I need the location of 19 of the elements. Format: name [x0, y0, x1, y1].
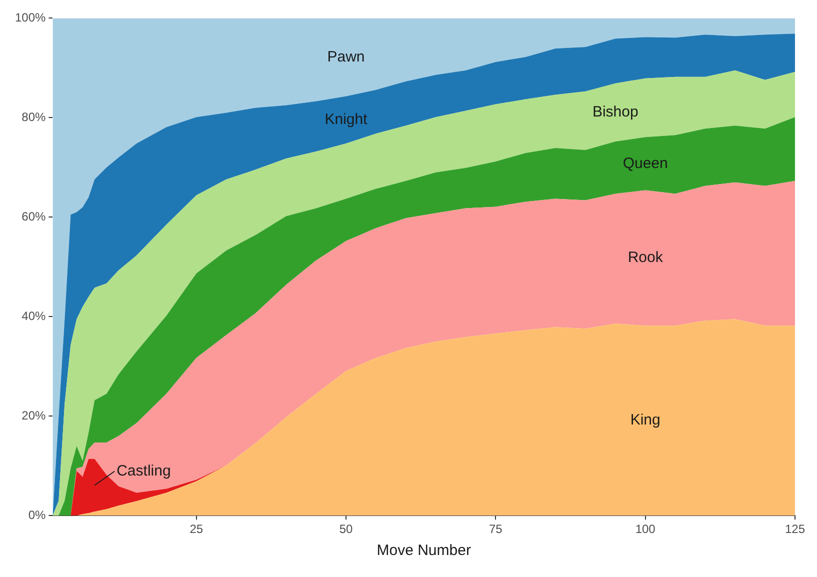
series-label: Bishop: [592, 104, 638, 121]
x-axis-title: Move Number: [376, 542, 471, 560]
y-tick-label: 40%: [22, 308, 46, 323]
x-tick-label: 125: [784, 522, 806, 536]
y-tick-label: 60%: [22, 209, 46, 224]
x-tick-label: 75: [488, 522, 503, 536]
series-label: Knight: [324, 111, 368, 128]
y-tick-label: 0%: [28, 508, 46, 522]
series-label: King: [630, 412, 660, 429]
series-label: Pawn: [327, 48, 365, 66]
x-tick-label: 25: [190, 522, 204, 536]
y-tick-label: 20%: [22, 408, 46, 422]
x-tick-label: 100: [635, 522, 656, 536]
y-tick-label: 80%: [22, 110, 46, 124]
x-tick-label: 50: [339, 522, 354, 536]
series-label: Queen: [622, 154, 668, 172]
series-label: Castling: [116, 462, 171, 480]
y-tick-label: 100%: [14, 10, 46, 25]
series-label: Rook: [628, 249, 664, 266]
